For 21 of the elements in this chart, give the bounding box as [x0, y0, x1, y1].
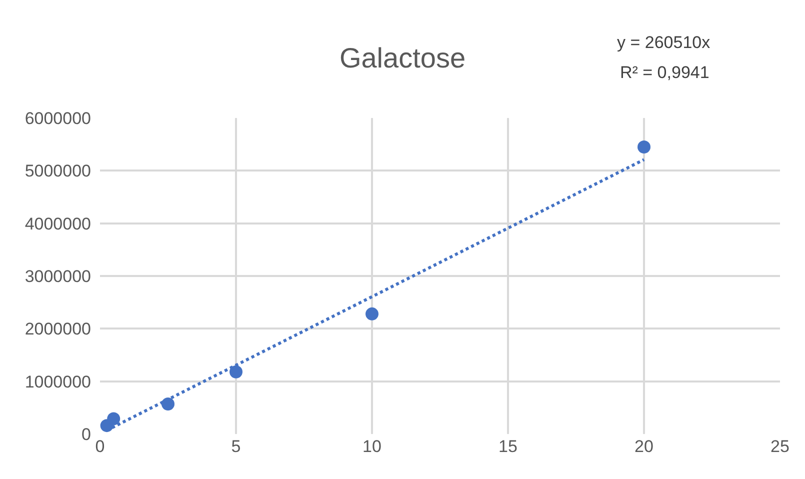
y-tick-label: 5000000	[24, 162, 91, 181]
point	[366, 307, 378, 320]
y-tick-label: 2000000	[24, 320, 91, 339]
x-tick-label: 15	[498, 437, 518, 456]
y-tick-label: 1000000	[24, 372, 91, 392]
x-tick-label: 10	[362, 437, 382, 456]
x-tick-label: 20	[634, 437, 654, 456]
point	[230, 365, 242, 378]
y-tick-label: 0	[82, 424, 91, 444]
point	[162, 397, 174, 410]
x-tick-label: 0	[95, 437, 105, 456]
chart-title: Galactose	[339, 42, 466, 74]
x-tick-label: 5	[231, 437, 241, 456]
point	[638, 140, 650, 154]
text: y = 260510x	[617, 33, 711, 52]
point	[107, 412, 120, 426]
text: R² = 0,9941	[620, 63, 710, 82]
y-tick-label: 6000000	[24, 108, 91, 128]
x-tick-label: 25	[770, 437, 790, 456]
y-tick-label: 4000000	[24, 214, 91, 234]
y-tick-label: 3000000	[24, 266, 91, 286]
